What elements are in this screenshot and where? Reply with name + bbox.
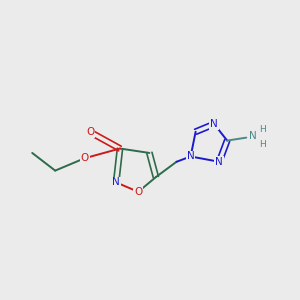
- Text: N: N: [215, 157, 223, 167]
- Text: N: N: [210, 119, 218, 129]
- Text: H: H: [259, 125, 266, 134]
- Text: N: N: [249, 131, 257, 141]
- Text: H: H: [259, 140, 266, 148]
- Text: N: N: [187, 152, 194, 161]
- Text: N: N: [112, 177, 120, 188]
- Text: O: O: [134, 187, 142, 197]
- Text: O: O: [86, 127, 94, 137]
- Text: O: O: [80, 153, 89, 163]
